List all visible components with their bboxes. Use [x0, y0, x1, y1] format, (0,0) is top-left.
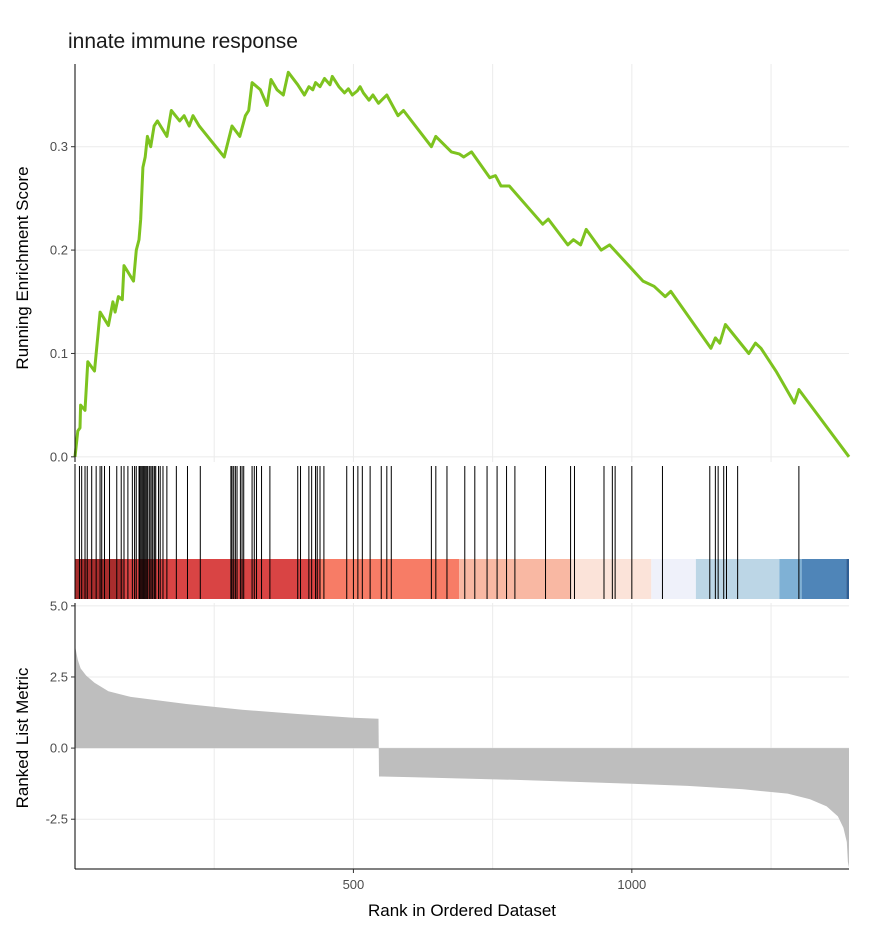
- axes: 0.0 0.1 0.2 0.3 5.0 2.5 0.0 -2.5 500 1000: [46, 64, 849, 892]
- ranked-metric-panel: [75, 645, 849, 868]
- rank-color-block: [75, 559, 124, 599]
- x-tick-label: 500: [343, 877, 365, 892]
- y-axis-label-ranked-metric: Ranked List Metric: [13, 667, 32, 808]
- ranked-metric-area: [75, 645, 849, 868]
- rank-color-block: [846, 559, 849, 599]
- y-tick-label: 5.0: [50, 598, 68, 613]
- running-score-line: [73, 70, 851, 458]
- rank-color-block: [320, 559, 460, 599]
- y-tick-label: 0.1: [50, 346, 68, 361]
- hits-panel: [75, 466, 849, 599]
- y-tick-label: 0.0: [50, 741, 68, 756]
- rank-color-block: [651, 559, 696, 599]
- running-score-panel: [73, 70, 851, 458]
- x-axis-label: Rank in Ordered Dataset: [368, 901, 556, 920]
- y-axis-label-running-score: Running Enrichment Score: [13, 166, 32, 369]
- chart-title: innate immune response: [68, 30, 298, 53]
- y-tick-label: 0.3: [50, 139, 68, 154]
- y-tick-label: -2.5: [46, 812, 68, 827]
- rank-color-block: [779, 559, 802, 599]
- y-tick-label: 0.2: [50, 243, 68, 258]
- rank-color-block: [570, 559, 652, 599]
- y-tick-label: 0.0: [50, 449, 68, 464]
- x-tick-label: 1000: [617, 877, 646, 892]
- rank-color-block: [801, 559, 847, 599]
- y-tick-label: 2.5: [50, 669, 68, 684]
